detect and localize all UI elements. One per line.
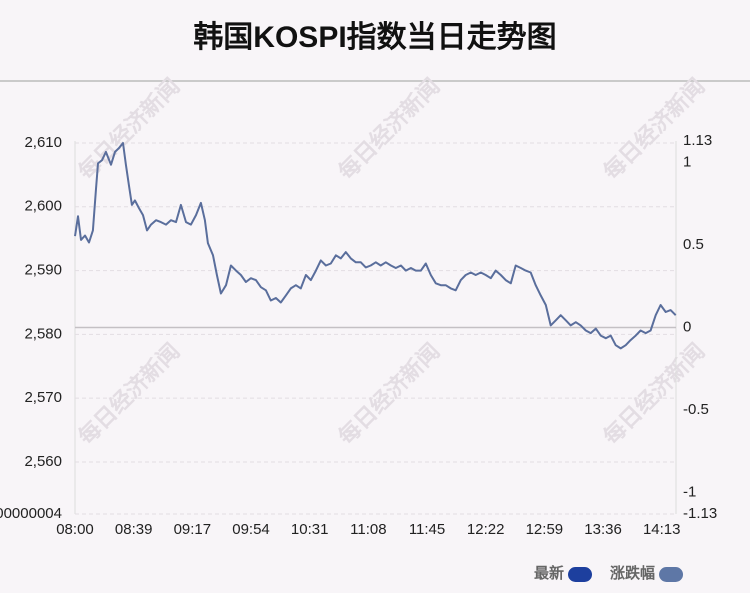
watermark: 每日经济新闻 [598, 338, 710, 450]
watermark: 每日经济新闻 [73, 338, 185, 450]
x-tick-label: 10:31 [291, 521, 329, 538]
y-tick-label: 2,580 [24, 325, 62, 342]
y2-tick-label: -1 [683, 484, 696, 501]
y2-tick-label: 0 [683, 318, 691, 335]
watermarks: 每日经济新闻 每日经济新闻 每日经济新闻 每日经济新闻 每日经济新闻 每日经济新… [73, 73, 710, 450]
y2-tick-label: -1.13 [683, 505, 717, 522]
legend-label: 最新 [534, 564, 564, 582]
y-tick-label: 2,600 [24, 198, 62, 215]
y-tick-label: 2,590 [24, 262, 62, 279]
x-tick-label: 08:00 [56, 521, 94, 538]
y-tick-label: 2,570 [24, 389, 62, 406]
legend-label: 涨跌幅 [610, 564, 655, 582]
y-tick-label: 2,610 [24, 134, 62, 151]
y2-tick-label: 0.5 [683, 236, 704, 253]
watermark: 每日经济新闻 [333, 338, 445, 450]
y2-tick-label: 1 [683, 153, 691, 170]
x-tick-label: 09:17 [174, 521, 212, 538]
x-tick-label: 12:22 [467, 521, 505, 538]
x-tick-label: 12:59 [526, 521, 564, 538]
legend-swatch [659, 567, 684, 582]
x-tick-label: 08:39 [115, 521, 153, 538]
watermark: 每日经济新闻 [598, 73, 710, 185]
watermark: 每日经济新闻 [73, 73, 185, 185]
legend-swatch [568, 567, 593, 582]
x-tick-label: 11:45 [409, 521, 445, 538]
x-tick-label: 11:08 [350, 521, 386, 538]
y2-tick-label: 1.13 [683, 132, 712, 149]
y-tick-label: 2551.8400000004 [0, 505, 62, 522]
y-tick-label: 2,560 [24, 453, 62, 470]
watermark: 每日经济新闻 [333, 73, 445, 185]
x-tick-label: 14:13 [643, 521, 681, 538]
y2-tick-label: -0.5 [683, 401, 709, 418]
chart-title: 韩国KOSPI指数当日走势图 [193, 21, 556, 54]
x-tick-label: 13:36 [584, 521, 622, 538]
price-line [74, 142, 677, 350]
x-tick-label: 09:54 [232, 521, 270, 538]
